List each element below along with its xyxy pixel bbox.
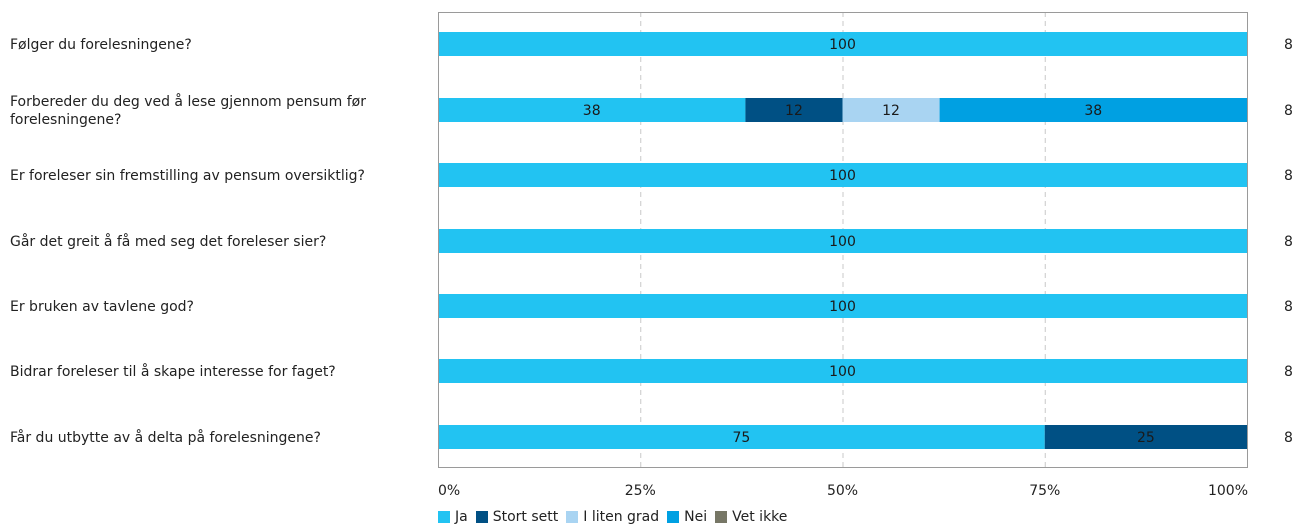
legend-swatch	[566, 511, 579, 523]
bar-segment	[842, 98, 940, 122]
data-label: 100	[829, 364, 856, 380]
legend-label: Nei	[684, 509, 708, 525]
data-label: 12	[785, 103, 803, 119]
legend-item: Ja	[438, 509, 468, 525]
data-label: 100	[829, 234, 856, 250]
data-label: 75	[732, 430, 750, 446]
bar-segment	[438, 294, 1247, 318]
data-label: 38	[583, 103, 601, 119]
bar-segment	[1044, 425, 1247, 449]
legend-label: Ja	[455, 509, 468, 525]
plot-frame	[438, 12, 1248, 468]
bar-segment	[745, 98, 843, 122]
bar-segment	[438, 359, 1247, 383]
response-count: 8	[1284, 168, 1293, 184]
response-count: 8	[1284, 103, 1293, 119]
x-tick-label: 0%	[438, 483, 460, 499]
question-label: Er foreleser sin fremstilling av pensum …	[10, 168, 365, 184]
legend-label: Stort sett	[492, 509, 559, 525]
bar-segment	[438, 425, 1045, 449]
x-tick-label: 50%	[827, 483, 858, 499]
bar-segment	[438, 229, 1247, 253]
bar-segment	[438, 98, 746, 122]
legend-swatch	[715, 511, 728, 523]
question-label: Er bruken av tavlene god?	[10, 299, 194, 315]
response-count: 8	[1284, 234, 1293, 250]
x-axis-ticks: 0% 25% 50% 75% 100%	[438, 483, 1248, 499]
bar-segment	[438, 163, 1247, 187]
question-label: Går det greit å få med seg det foreleser…	[10, 233, 326, 250]
question-labels: Følger du forelesningene? Forbereder du d…	[10, 37, 366, 446]
question-label: Bidrar foreleser til å skape interesse f…	[10, 363, 336, 380]
data-label: 100	[829, 168, 856, 184]
response-counts: 8 8 8 8 8 8 8	[1284, 37, 1293, 446]
response-count: 8	[1284, 430, 1293, 446]
legend-swatch	[475, 511, 488, 523]
data-label: 12	[882, 103, 900, 119]
legend-swatch	[667, 511, 680, 523]
legend-item: Nei	[667, 509, 707, 525]
legend-label: I liten grad	[583, 509, 660, 525]
question-label: Forbereder du deg ved å lese gjennom pen…	[10, 93, 366, 128]
response-count: 8	[1284, 37, 1293, 53]
question-label: Får du utbytte av å delta på forelesning…	[10, 429, 321, 446]
response-count: 8	[1284, 299, 1293, 315]
data-label: 100	[829, 37, 856, 53]
x-tick-label: 100%	[1208, 483, 1248, 499]
data-label: 100	[829, 299, 856, 315]
x-tick-label: 25%	[625, 483, 656, 499]
legend-label: Vet ikke	[732, 509, 788, 525]
data-labels: 100 38 12 12 38 100 100 100 100 75 25	[583, 37, 1155, 446]
response-count: 8	[1284, 364, 1293, 380]
data-label: 38	[1084, 103, 1102, 119]
legend-item: I liten grad	[566, 509, 659, 525]
legend-item: Stort sett	[475, 509, 559, 525]
data-label: 25	[1137, 430, 1155, 446]
legend-item: Vet ikke	[715, 509, 787, 525]
question-label: Følger du forelesningene?	[10, 37, 192, 53]
legend: Ja Stort sett I liten grad Nei Vet ikke	[438, 508, 795, 526]
x-tick-label: 75%	[1029, 483, 1060, 499]
bar-segment	[438, 32, 1247, 56]
bar-segment	[939, 98, 1247, 122]
bars	[438, 32, 1247, 449]
legend-swatch	[438, 511, 450, 523]
